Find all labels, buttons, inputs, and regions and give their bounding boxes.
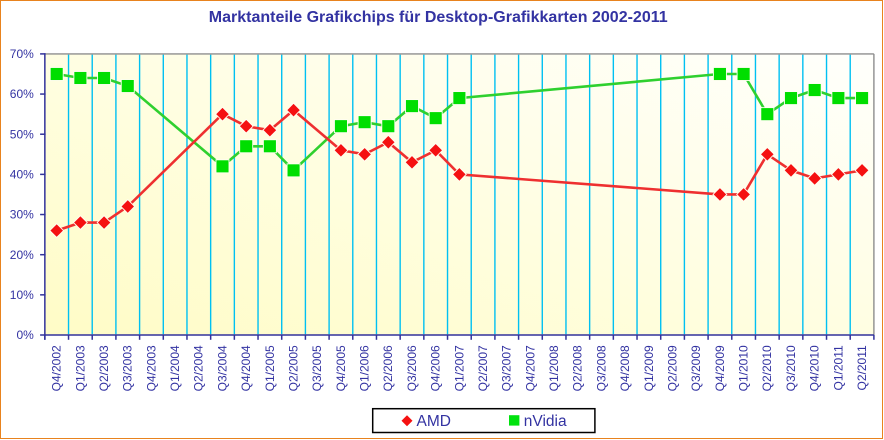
svg-text:Q2/2011: Q2/2011	[855, 345, 869, 390]
svg-text:Q1/2006: Q1/2006	[358, 345, 372, 391]
svg-text:Q2/2003: Q2/2003	[97, 345, 111, 391]
svg-text:Q4/2009: Q4/2009	[713, 345, 727, 391]
svg-text:Q4/2010: Q4/2010	[808, 345, 822, 391]
svg-text:Q4/2003: Q4/2003	[144, 345, 158, 391]
svg-text:Q1/2010: Q1/2010	[737, 345, 751, 391]
svg-text:Q3/2003: Q3/2003	[121, 345, 135, 391]
svg-text:50%: 50%	[10, 127, 34, 141]
svg-text:Q1/2007: Q1/2007	[452, 345, 466, 391]
svg-text:nVidia: nVidia	[524, 413, 567, 430]
svg-text:20%: 20%	[10, 248, 34, 262]
svg-text:AMD: AMD	[417, 413, 451, 430]
svg-text:Q1/2011: Q1/2011	[831, 345, 845, 390]
svg-text:0%: 0%	[16, 328, 34, 342]
svg-text:Q4/2002: Q4/2002	[50, 345, 64, 391]
svg-text:40%: 40%	[10, 167, 34, 181]
svg-text:60%: 60%	[10, 87, 34, 101]
svg-text:Q3/2005: Q3/2005	[310, 345, 324, 391]
svg-text:70%: 70%	[10, 47, 34, 61]
svg-text:Q2/2010: Q2/2010	[760, 345, 774, 391]
svg-text:Q2/2009: Q2/2009	[665, 345, 679, 391]
svg-text:Q4/2004: Q4/2004	[239, 345, 253, 391]
svg-text:Q3/2007: Q3/2007	[500, 345, 514, 391]
svg-text:Q3/2009: Q3/2009	[689, 345, 703, 391]
svg-text:Q4/2005: Q4/2005	[334, 345, 348, 391]
svg-text:Q2/2004: Q2/2004	[192, 345, 206, 391]
svg-text:Q1/2005: Q1/2005	[263, 345, 277, 391]
svg-text:Q2/2006: Q2/2006	[381, 345, 395, 391]
svg-text:Q3/2010: Q3/2010	[784, 345, 798, 391]
svg-text:Q4/2007: Q4/2007	[523, 345, 537, 391]
svg-text:Q1/2008: Q1/2008	[547, 345, 561, 391]
svg-text:Q2/2005: Q2/2005	[286, 345, 300, 391]
svg-text:Q1/2004: Q1/2004	[168, 345, 182, 391]
svg-text:Marktanteile Grafikchips für D: Marktanteile Grafikchips für Desktop-Gra…	[209, 9, 668, 26]
svg-text:Q3/2008: Q3/2008	[594, 345, 608, 391]
svg-text:Q2/2008: Q2/2008	[571, 345, 585, 391]
svg-text:Q2/2007: Q2/2007	[476, 345, 490, 391]
svg-text:Q1/2009: Q1/2009	[642, 345, 656, 391]
svg-text:Q3/2006: Q3/2006	[405, 345, 419, 391]
svg-text:10%: 10%	[10, 288, 34, 302]
svg-text:Q1/2003: Q1/2003	[73, 345, 87, 391]
svg-text:30%: 30%	[10, 208, 34, 222]
svg-text:Q3/2004: Q3/2004	[215, 345, 229, 391]
svg-text:Q4/2006: Q4/2006	[429, 345, 443, 391]
svg-text:Q4/2008: Q4/2008	[618, 345, 632, 391]
